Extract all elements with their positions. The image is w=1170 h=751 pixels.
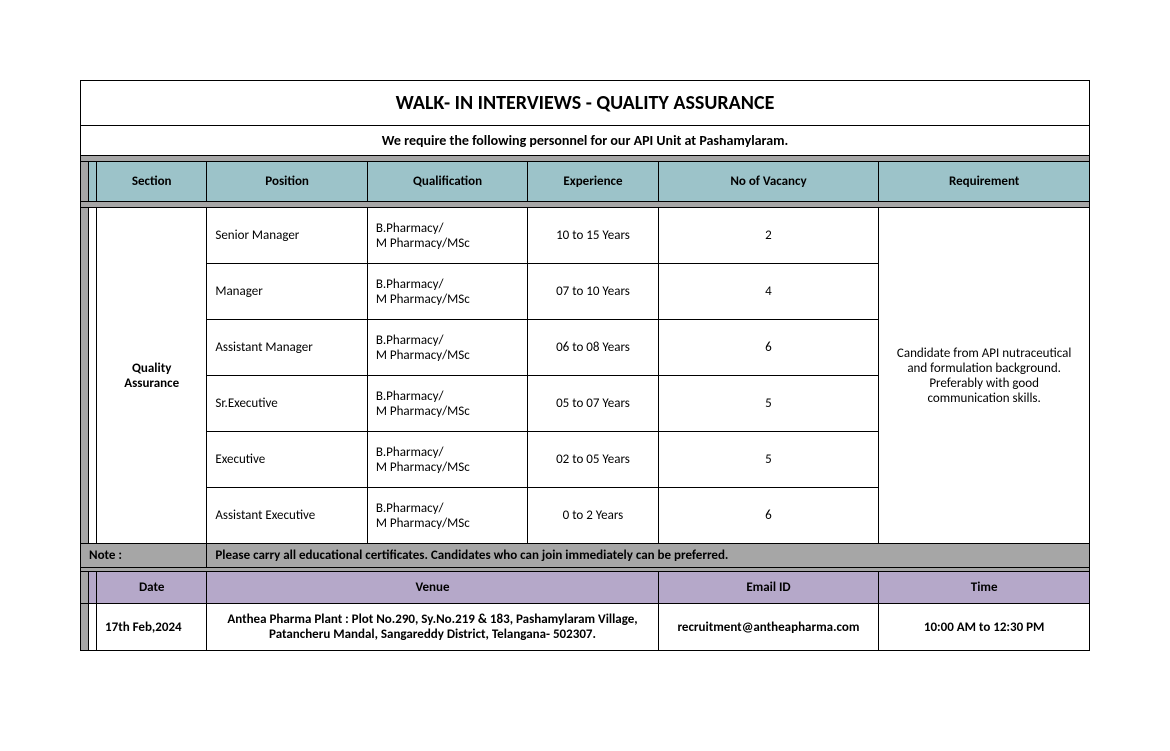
qualification-cell: B.Pharmacy/M Pharmacy/MSc <box>367 488 527 544</box>
gutter <box>89 604 97 651</box>
vacancy-cell: 5 <box>658 376 879 432</box>
page-subtitle: We require the following personnel for o… <box>81 126 1090 156</box>
table-row: Quality Assurance Senior Manager B.Pharm… <box>81 208 1090 264</box>
gutter <box>81 162 89 202</box>
vacancy-cell: 6 <box>658 320 879 376</box>
note-label: Note : <box>81 544 207 568</box>
page-title: WALK- IN INTERVIEWS - QUALITY ASSURANCE <box>81 81 1090 126</box>
footer-date: 17th Feb,2024 <box>97 604 207 651</box>
footer-email: recruitment@antheapharma.com <box>658 604 879 651</box>
vacancy-cell: 2 <box>658 208 879 264</box>
vacancy-cell: 6 <box>658 488 879 544</box>
footer-venue: Anthea Pharma Plant : Plot No.290, Sy.No… <box>207 604 658 651</box>
gutter <box>89 162 97 202</box>
col-vacancy: No of Vacancy <box>658 162 879 202</box>
experience-cell: 10 to 15 Years <box>528 208 658 264</box>
position-cell: Manager <box>207 264 367 320</box>
vacancy-cell: 4 <box>658 264 879 320</box>
footer-time: 10:00 AM to 12:30 PM <box>879 604 1090 651</box>
col-experience: Experience <box>528 162 658 202</box>
footer-col-email: Email ID <box>658 572 879 604</box>
footer-header-row: Date Venue Email ID Time <box>81 572 1090 604</box>
qualification-cell: B.Pharmacy/M Pharmacy/MSc <box>367 376 527 432</box>
experience-cell: 02 to 05 Years <box>528 432 658 488</box>
experience-cell: 05 to 07 Years <box>528 376 658 432</box>
col-position: Position <box>207 162 367 202</box>
gutter <box>89 572 97 604</box>
gutter <box>81 604 89 651</box>
section-cell: Quality Assurance <box>97 208 207 544</box>
col-requirement: Requirement <box>879 162 1090 202</box>
position-cell: Senior Manager <box>207 208 367 264</box>
position-cell: Executive <box>207 432 367 488</box>
gutter <box>89 208 97 544</box>
experience-cell: 06 to 08 Years <box>528 320 658 376</box>
position-cell: Assistant Executive <box>207 488 367 544</box>
requirement-cell: Candidate from API nutraceutical and for… <box>879 208 1090 544</box>
subtitle-row: We require the following personnel for o… <box>81 126 1090 156</box>
qualification-cell: B.Pharmacy/M Pharmacy/MSc <box>367 320 527 376</box>
column-header-row: Section Position Qualification Experienc… <box>81 162 1090 202</box>
note-row: Note : Please carry all educational cert… <box>81 544 1090 568</box>
footer-col-time: Time <box>879 572 1090 604</box>
qualification-cell: B.Pharmacy/M Pharmacy/MSc <box>367 264 527 320</box>
gutter <box>81 208 89 544</box>
note-text: Please carry all educational certificate… <box>207 544 1090 568</box>
gutter <box>81 572 89 604</box>
footer-col-date: Date <box>97 572 207 604</box>
experience-cell: 0 to 2 Years <box>528 488 658 544</box>
interview-table: WALK- IN INTERVIEWS - QUALITY ASSURANCE … <box>80 80 1090 651</box>
col-section: Section <box>97 162 207 202</box>
qualification-cell: B.Pharmacy/M Pharmacy/MSc <box>367 208 527 264</box>
experience-cell: 07 to 10 Years <box>528 264 658 320</box>
footer-col-venue: Venue <box>207 572 658 604</box>
qualification-cell: B.Pharmacy/M Pharmacy/MSc <box>367 432 527 488</box>
col-qualification: Qualification <box>367 162 527 202</box>
position-cell: Sr.Executive <box>207 376 367 432</box>
position-cell: Assistant Manager <box>207 320 367 376</box>
vacancy-cell: 5 <box>658 432 879 488</box>
title-row: WALK- IN INTERVIEWS - QUALITY ASSURANCE <box>81 81 1090 126</box>
footer-data-row: 17th Feb,2024 Anthea Pharma Plant : Plot… <box>81 604 1090 651</box>
